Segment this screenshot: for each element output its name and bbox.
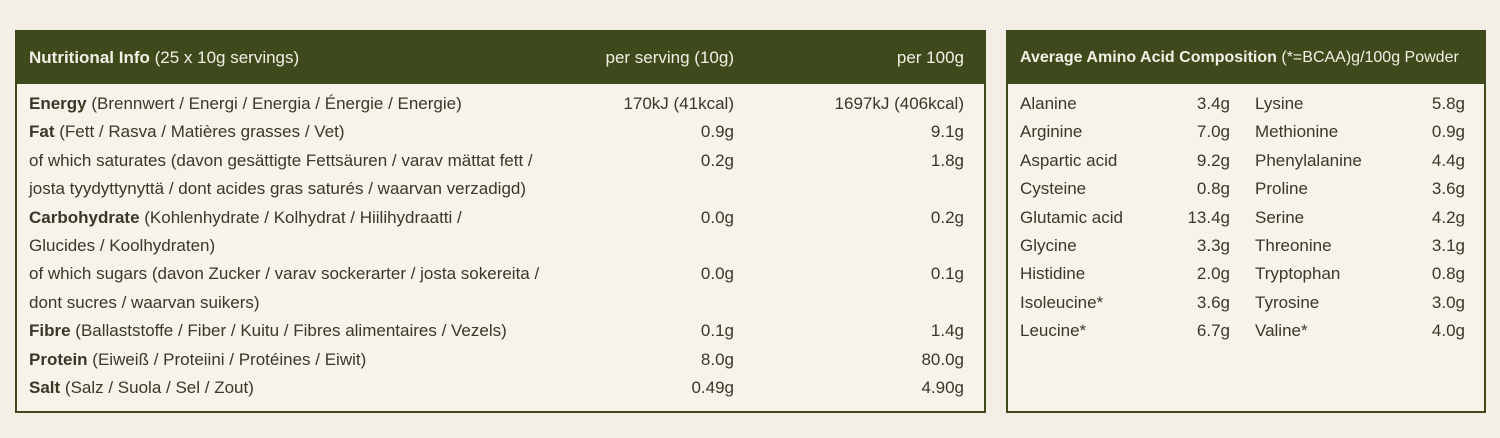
nutrient-desc: (Eiweiß / Proteiini / Protéines / Eiwit): [92, 349, 367, 369]
row-label: Fibre (Ballaststoffe / Fiber / Kuitu / F…: [29, 321, 507, 341]
per-serving: 0.2g: [700, 150, 734, 170]
nutrition-panel: Nutritional Info (25 x 10g servings) per …: [15, 30, 986, 413]
amino-name: Leucine*: [1020, 321, 1087, 341]
nutrient-desc: Glucides / Koolhydraten): [29, 236, 216, 255]
nutrient-name: Protein: [29, 349, 93, 369]
per-serving: 170kJ (41kcal): [623, 94, 734, 113]
amino-name: Valine*: [1255, 321, 1308, 341]
nutrient-name: Fibre: [29, 321, 76, 341]
row-label: Glucides / Koolhydraten): [29, 236, 215, 256]
amino-value: 3.1g: [1431, 236, 1465, 255]
amino-name: Tyrosine: [1255, 292, 1320, 312]
amino-name: Cysteine: [1020, 179, 1087, 199]
amino-name: Serine: [1255, 207, 1305, 227]
amino-name: Tryptophan: [1255, 264, 1341, 284]
per-serving: 0.0g: [700, 264, 734, 284]
per-serving: 0.49g: [691, 378, 734, 397]
row-label: Protein (Eiweiß / Proteiini / Protéines …: [29, 350, 366, 370]
amino-value: 2.0g: [1196, 264, 1230, 284]
amino-value: 3.6g: [1196, 292, 1230, 312]
amino-value: 6.7g: [1196, 321, 1230, 341]
header-title: Nutritional Info (25 x 10g servings): [29, 48, 299, 68]
row-label: of which sugars (davon Zucker / varav so…: [29, 264, 539, 284]
per-100g: 1.8g: [930, 150, 964, 170]
nutrient-name: Salt: [29, 378, 65, 397]
subtitle: (*=BCAA)g/100g Powder: [1276, 49, 1459, 66]
amino-name: Histidine: [1020, 264, 1086, 284]
amino-value: 3.0g: [1431, 292, 1465, 312]
amino-name: Isoleucine*: [1020, 292, 1104, 312]
amino-value: 3.3g: [1196, 236, 1230, 255]
amino-value: 4.2g: [1431, 207, 1465, 227]
nutrient-name: Fat: [29, 122, 60, 142]
nutrient-name: Energy: [29, 94, 92, 113]
row-label: Carbohydrate (Kohlenhydrate / Kolhydrat …: [29, 208, 462, 228]
amino-name: Arginine: [1020, 122, 1083, 142]
amino-value: 0.8g: [1431, 264, 1465, 284]
amino-name: Aspartic acid: [1020, 150, 1118, 170]
amino-value: 9.2g: [1196, 150, 1230, 170]
row-label: of which saturates (davon gesättigte Fet…: [29, 151, 533, 171]
row-label: Salt (Salz / Suola / Sel / Zout): [29, 378, 254, 398]
nutrient-desc: (Fett / Rasva / Matières grasses / Vet): [59, 122, 345, 142]
row-label: Fat (Fett / Rasva / Matières grasses / V…: [29, 122, 345, 142]
amino-value: 4.4g: [1431, 150, 1465, 170]
amino-value: 4.0g: [1431, 321, 1465, 341]
nutrient-desc: (Ballaststoffe / Fiber / Kuitu / Fibres …: [75, 321, 507, 341]
nutrient-desc: of which saturates (davon gesättigte Fet…: [29, 150, 533, 170]
amino-name: Proline: [1255, 179, 1308, 199]
nutrient-desc: josta tyydyttynyttä / dont acides gras s…: [29, 179, 527, 199]
amino-header: [1008, 32, 1484, 84]
nutrition-header: [17, 32, 984, 84]
col-header: per serving (10g): [605, 48, 734, 67]
per-serving: 0.9g: [700, 122, 734, 142]
amino-value: 13.4g: [1187, 207, 1230, 227]
amino-value: 0.9g: [1431, 122, 1465, 142]
per-serving: 0.1g: [700, 321, 734, 341]
amino-panel: Average Amino Acid Composition (*=BCAA)g…: [1006, 30, 1486, 413]
nutrient-desc: of which sugars (davon Zucker / varav so…: [29, 264, 540, 284]
per-serving: 8.0g: [700, 349, 734, 369]
amino-name: Lysine: [1255, 94, 1304, 113]
title: Nutritional Info: [29, 48, 150, 67]
amino-name: Phenylalanine: [1255, 150, 1362, 170]
row-label: dont sucres / waarvan suikers): [29, 293, 260, 313]
amino-name: Methionine: [1255, 122, 1339, 142]
amino-value: 0.8g: [1196, 179, 1230, 199]
nutrient-desc: (Salz / Suola / Sel / Zout): [64, 378, 254, 397]
per-100g: 80.0g: [921, 349, 964, 369]
amino-value: 3.4g: [1196, 94, 1230, 113]
per-100g: 9.1g: [930, 122, 964, 142]
amino-name: Glycine: [1020, 236, 1077, 255]
subtitle: (25 x 10g servings): [149, 48, 300, 67]
header-title: Average Amino Acid Composition (*=BCAA)g…: [1020, 48, 1459, 68]
nutrient-desc: (Kohlenhydrate / Kolhydrat / Hiilihydraa…: [144, 207, 462, 227]
nutrient-desc: dont sucres / waarvan suikers): [29, 292, 260, 312]
nutrient-name: Carbohydrate: [29, 207, 145, 227]
per-serving: 0.0g: [700, 207, 734, 227]
per-100g: 0.1g: [930, 264, 964, 284]
col-header: per 100g: [896, 48, 964, 67]
title: Average Amino Acid Composition: [1020, 49, 1277, 66]
per-100g: 1697kJ (406kcal): [834, 94, 964, 113]
row-label: Energy (Brennwert / Energi / Energia / É…: [29, 94, 462, 114]
per-100g: 1.4g: [930, 321, 964, 341]
amino-value: 7.0g: [1196, 122, 1230, 142]
row-label: josta tyydyttynyttä / dont acides gras s…: [29, 179, 526, 199]
per-100g: 0.2g: [930, 207, 964, 227]
amino-name: Glutamic acid: [1020, 207, 1123, 227]
per-100g: 4.90g: [921, 378, 964, 397]
amino-value: 5.8g: [1431, 94, 1465, 113]
amino-name: Threonine: [1255, 236, 1332, 255]
amino-name: Alanine: [1020, 94, 1077, 113]
nutrient-desc: (Brennwert / Energi / Energia / Énergie …: [91, 94, 462, 113]
amino-value: 3.6g: [1431, 179, 1465, 199]
